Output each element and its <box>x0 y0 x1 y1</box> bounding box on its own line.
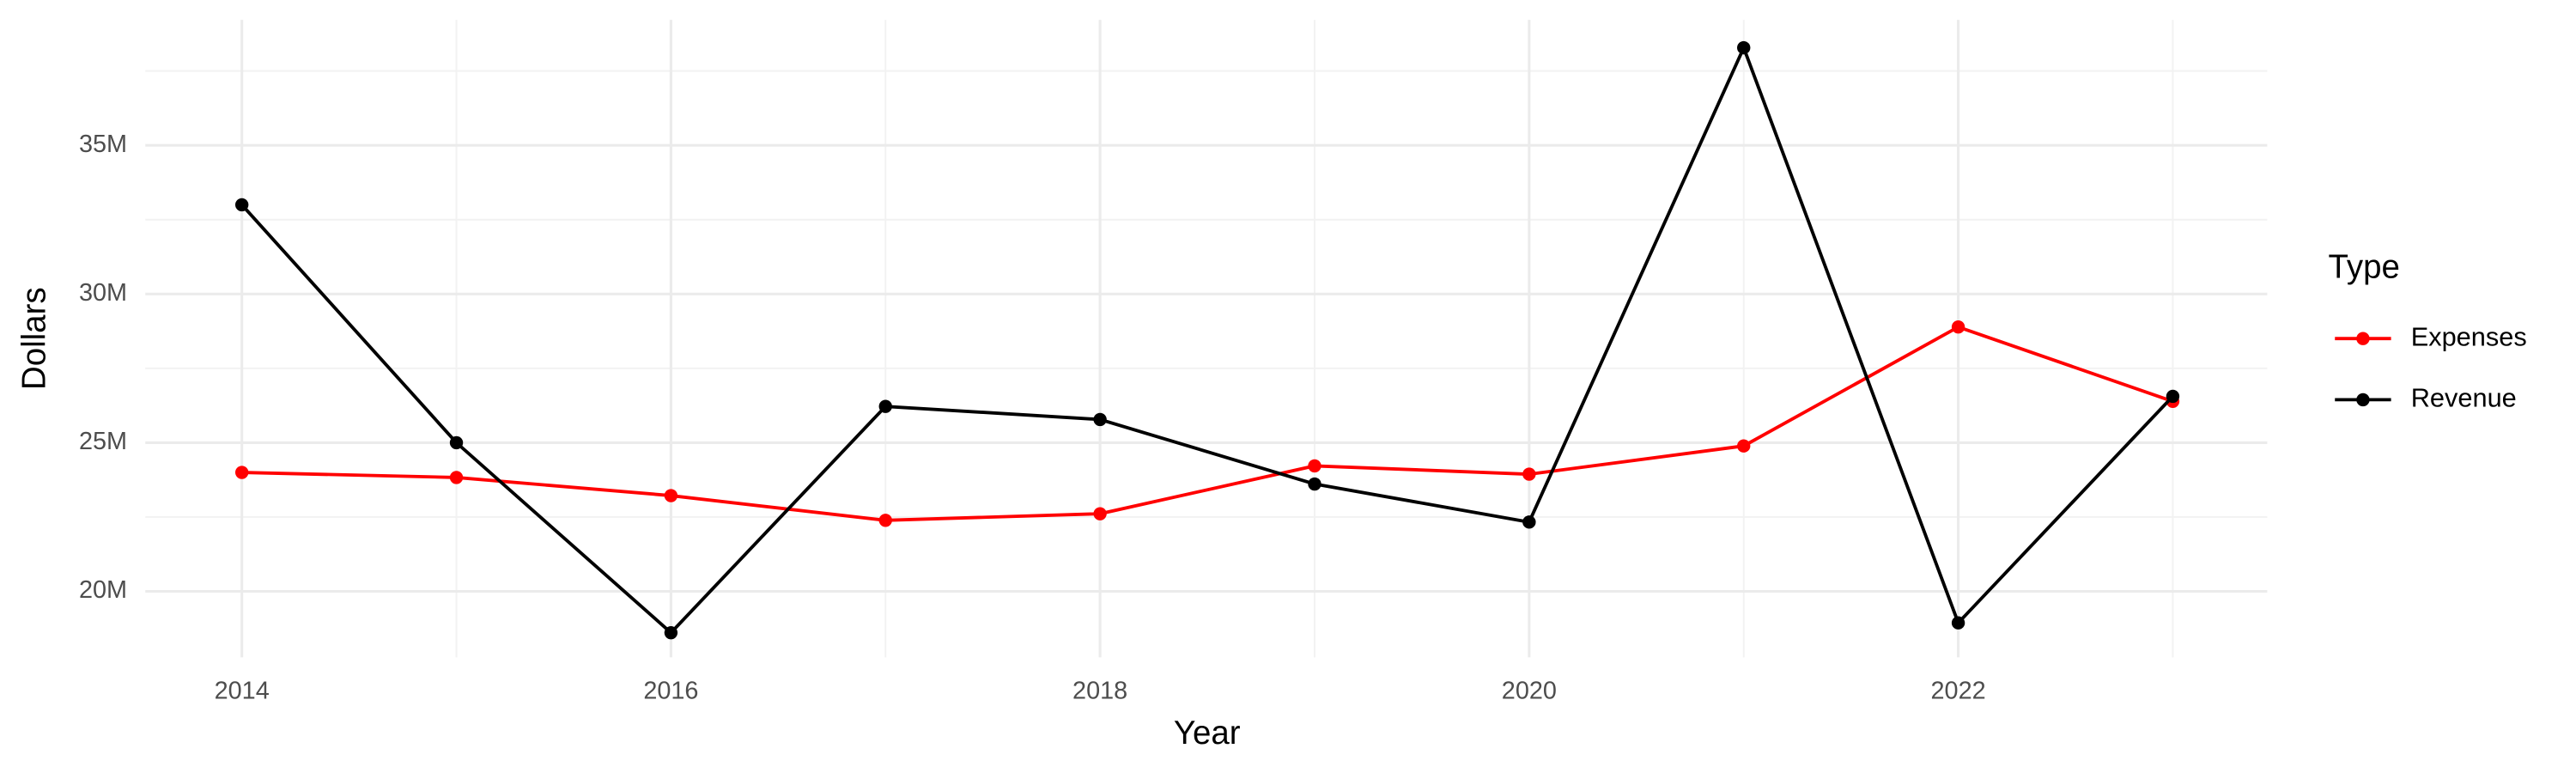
data-point <box>449 435 464 450</box>
legend-label: Revenue <box>2411 383 2517 413</box>
data-point <box>1308 477 1321 491</box>
data-point <box>449 471 464 484</box>
legend-title: Type <box>2329 249 2400 286</box>
x-tick-label: 2018 <box>1072 677 1127 704</box>
x-axis-title: Year <box>1174 715 1241 752</box>
x-tick-label: 2016 <box>643 677 698 704</box>
data-point <box>1522 467 1536 481</box>
data-point <box>1093 507 1107 520</box>
data-point <box>1951 616 1965 630</box>
data-point <box>2166 389 2180 404</box>
series-line <box>240 43 2174 636</box>
y-tick-label: 35M <box>79 131 127 158</box>
x-tick-label: 2014 <box>215 677 270 704</box>
data-point <box>878 514 892 527</box>
data-point <box>878 399 892 413</box>
legend-key-point <box>2356 393 2370 407</box>
x-tick-label: 2020 <box>1502 677 1557 704</box>
legend-label: Expenses <box>2411 321 2527 351</box>
data-point <box>1951 320 1965 334</box>
grid <box>145 20 2268 658</box>
data-point <box>1522 515 1536 529</box>
y-tick-label: 25M <box>79 428 127 455</box>
data-point <box>1308 459 1321 473</box>
data-point <box>234 198 249 212</box>
data-point <box>1093 412 1107 427</box>
y-tick-label: 20M <box>79 576 127 604</box>
data-point <box>1737 40 1751 55</box>
legend-key-point <box>2356 332 2370 345</box>
plot-marks <box>234 40 2180 640</box>
x-tick-label: 2022 <box>1931 677 1986 704</box>
data-point <box>234 466 249 479</box>
y-axis-title: Dollars <box>15 287 52 390</box>
y-tick-label: 30M <box>79 279 127 307</box>
data-point <box>1737 439 1751 453</box>
series-line <box>241 325 2174 522</box>
legend: Type Expenses Revenue <box>2329 249 2527 413</box>
data-point <box>664 489 678 502</box>
data-point <box>664 625 678 640</box>
